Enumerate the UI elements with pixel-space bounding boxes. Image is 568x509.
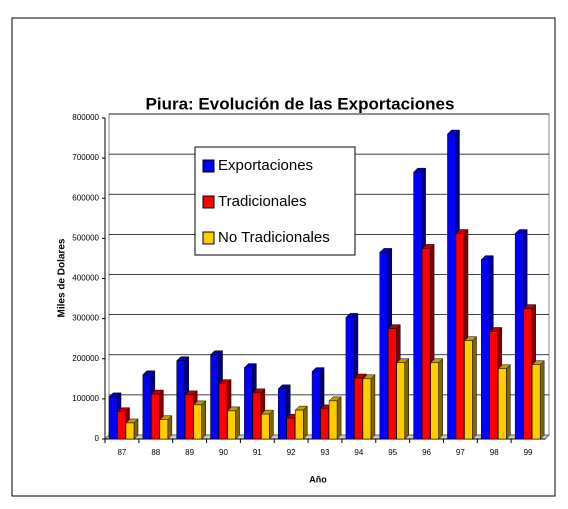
bar-side xyxy=(201,400,206,440)
bar xyxy=(261,413,270,440)
bar xyxy=(447,133,456,440)
y-tick-label: 400000 xyxy=(72,274,99,283)
bar xyxy=(244,367,253,440)
bar-side xyxy=(539,360,545,440)
y-tick-label: 0 xyxy=(95,434,100,443)
legend: Exportaciones Tradicionales No Tradicional… xyxy=(194,146,356,256)
bar xyxy=(117,411,126,440)
bar xyxy=(455,233,465,440)
bar xyxy=(531,364,541,440)
bar xyxy=(286,417,295,440)
x-tick-label: 94 xyxy=(354,448,363,457)
bar xyxy=(311,371,321,440)
x-axis-label: Año xyxy=(309,474,327,484)
bar-side xyxy=(472,336,477,440)
bar-side xyxy=(370,374,376,440)
bar xyxy=(184,394,194,440)
bar xyxy=(294,409,304,440)
bar xyxy=(413,171,422,440)
bar xyxy=(481,259,490,440)
x-tick-label: 98 xyxy=(490,448,499,457)
x-tick-label: 87 xyxy=(117,448,126,457)
bar xyxy=(489,331,499,440)
y-axis-label: Miles de Dolares xyxy=(57,238,68,317)
bar xyxy=(430,362,439,440)
y-tick-label: 500000 xyxy=(72,233,99,242)
bar xyxy=(498,368,507,440)
bar xyxy=(277,388,287,440)
legend-swatch xyxy=(202,231,215,245)
x-tick-label: 89 xyxy=(185,448,194,457)
x-tick-label: 91 xyxy=(253,448,262,457)
y-tick-label: 600000 xyxy=(72,193,99,202)
bar xyxy=(218,383,228,440)
bar xyxy=(227,410,236,440)
y-tick-label: 700000 xyxy=(72,153,99,162)
bar xyxy=(151,393,160,440)
bar xyxy=(176,360,185,440)
bar xyxy=(345,317,355,440)
chart-title: Piura: Evolución de las Exportaciones xyxy=(146,94,455,113)
bar xyxy=(523,308,532,440)
bar-side xyxy=(404,358,410,440)
x-tick-label: 97 xyxy=(456,448,465,457)
bar xyxy=(388,328,397,440)
legend-label: Exportaciones xyxy=(218,157,313,174)
bar xyxy=(159,419,169,440)
legend-label: Tradicionales xyxy=(218,193,307,210)
bar-side xyxy=(302,405,308,440)
bar xyxy=(193,404,202,440)
bar xyxy=(396,362,406,440)
bar xyxy=(142,374,152,440)
bar xyxy=(210,354,219,440)
x-tick-label: 90 xyxy=(219,448,228,457)
bar xyxy=(354,377,363,440)
bar-side xyxy=(235,406,240,440)
bar xyxy=(514,233,524,440)
bar xyxy=(328,400,338,440)
legend-swatch xyxy=(202,195,215,209)
legend-swatch xyxy=(202,159,215,173)
bar-side xyxy=(336,396,342,440)
y-tick-label: 200000 xyxy=(72,354,99,363)
x-tick-label: 92 xyxy=(287,448,296,457)
bar-side xyxy=(438,358,443,440)
x-tick-label: 96 xyxy=(422,448,431,457)
y-tick-label: 100000 xyxy=(72,394,99,403)
y-tick-label: 300000 xyxy=(72,314,99,323)
bar xyxy=(362,378,372,440)
bar xyxy=(252,392,262,440)
bar xyxy=(320,408,329,440)
legend-box xyxy=(194,146,356,256)
bar xyxy=(464,340,473,440)
x-tick-label: 95 xyxy=(388,448,397,457)
y-tick-label: 800000 xyxy=(72,113,99,122)
bar xyxy=(379,252,389,440)
bar xyxy=(125,422,135,440)
bar-side xyxy=(269,409,274,440)
bar xyxy=(108,396,118,440)
bar xyxy=(421,248,431,440)
x-tick-label: 93 xyxy=(321,448,330,457)
bar-side xyxy=(506,364,511,440)
x-tick-label: 88 xyxy=(151,448,160,457)
x-tick-label: 99 xyxy=(524,448,533,457)
legend-label: No Tradicionales xyxy=(218,229,330,246)
